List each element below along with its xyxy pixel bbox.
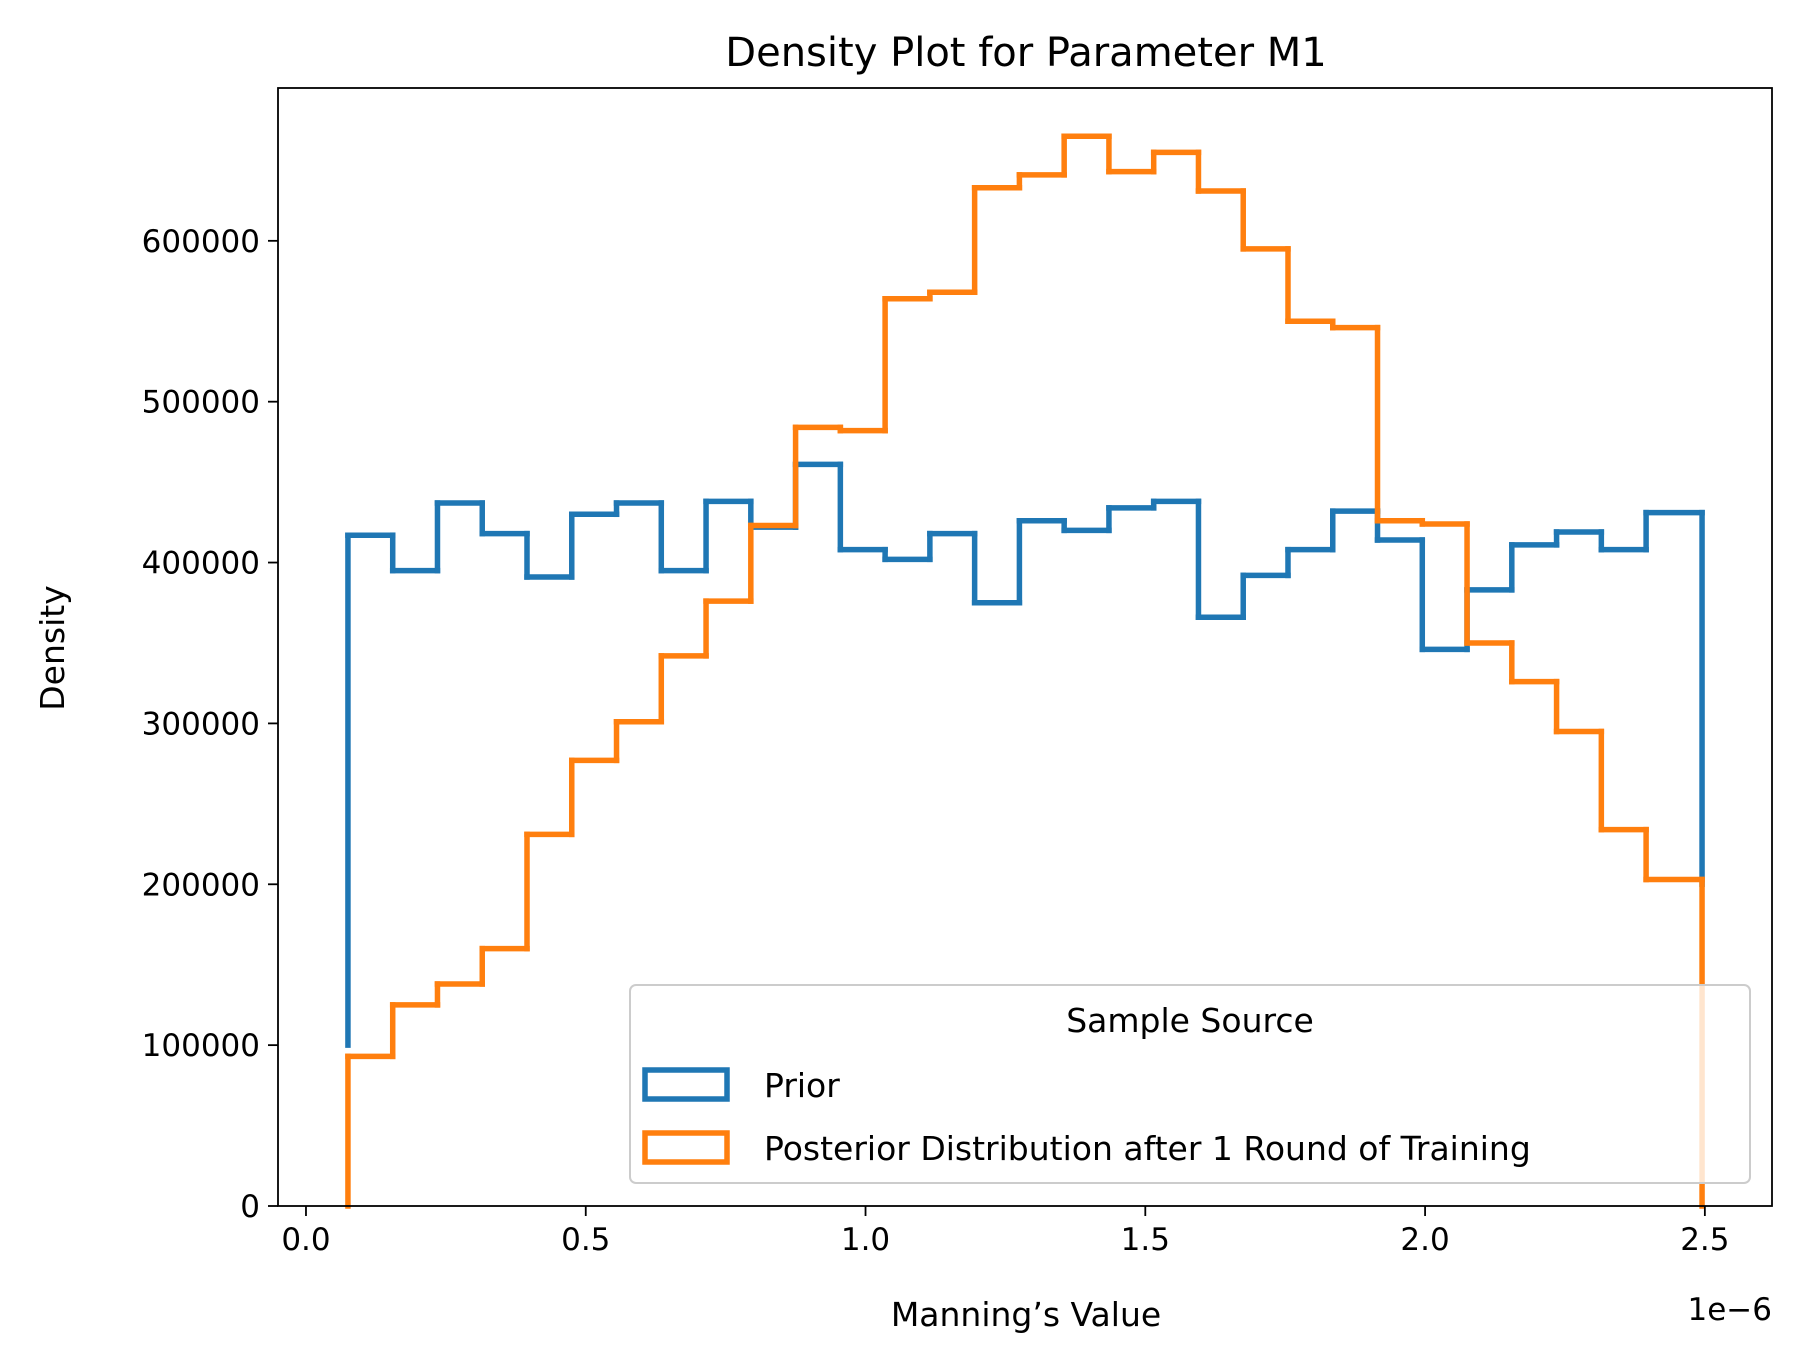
legend-box xyxy=(629,984,1751,1184)
x-tick-label: 0.0 xyxy=(281,1222,330,1258)
legend: Sample Source Prior Posterior Distributi… xyxy=(629,984,1751,1184)
legend-label-posterior: Posterior Distribution after 1 Round of … xyxy=(764,1129,1531,1168)
y-tick-label: 400000 xyxy=(142,546,260,582)
y-tick-label: 500000 xyxy=(142,385,260,421)
x-axis-ticks: 0.0 0.5 1.0 1.5 2.0 2.5 xyxy=(281,1206,1730,1258)
legend-swatch-prior xyxy=(642,1067,730,1102)
x-tick-label: 1.5 xyxy=(1121,1222,1170,1258)
y-axis-label: Density xyxy=(33,585,72,710)
y-tick-label: 300000 xyxy=(142,706,260,742)
series-layer xyxy=(345,133,1705,1209)
x-tick-label: 2.5 xyxy=(1680,1222,1729,1258)
y-tick-label: 200000 xyxy=(142,867,260,903)
chart-title: Density Plot for Parameter M1 xyxy=(725,30,1326,76)
x-tick-label: 1.0 xyxy=(841,1222,890,1258)
y-tick-label: 0 xyxy=(240,1189,260,1225)
y-tick-label: 600000 xyxy=(142,224,260,260)
series-posterior xyxy=(345,133,1705,1209)
plot-area-frame xyxy=(277,87,1773,1207)
y-tick-label: 100000 xyxy=(142,1028,260,1064)
legend-label-prior: Prior xyxy=(764,1066,840,1105)
legend-title: Sample Source xyxy=(1066,1001,1314,1040)
x-tick-label: 0.5 xyxy=(561,1222,610,1258)
legend-swatch-posterior xyxy=(642,1130,730,1165)
x-tick-label: 2.0 xyxy=(1400,1222,1449,1258)
y-axis-ticks: 0 100000 200000 300000 400000 500000 600000 xyxy=(142,224,278,1225)
x-axis-offset-label: 1e−6 xyxy=(1688,1292,1773,1328)
x-axis-label: Manning’s Value xyxy=(891,1295,1161,1334)
